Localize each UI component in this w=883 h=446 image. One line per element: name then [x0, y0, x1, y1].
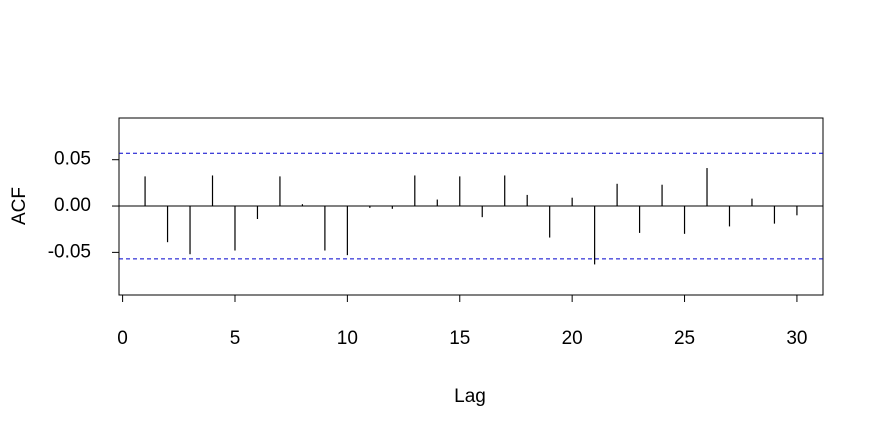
x-axis-label: Lag	[454, 386, 486, 407]
x-tick-label: 0	[117, 328, 128, 349]
y-tick-label: -0.05	[48, 241, 91, 262]
y-tick-label: 0.00	[54, 195, 91, 216]
x-tick-label: 10	[337, 328, 358, 349]
x-tick-label: 25	[674, 328, 695, 349]
y-axis-label: ACF	[9, 187, 30, 225]
x-tick-label: 20	[562, 328, 583, 349]
x-tick-label: 30	[786, 328, 807, 349]
x-tick-label: 5	[230, 328, 241, 349]
x-tick-label: 15	[449, 328, 470, 349]
y-tick-label: 0.05	[54, 149, 91, 170]
